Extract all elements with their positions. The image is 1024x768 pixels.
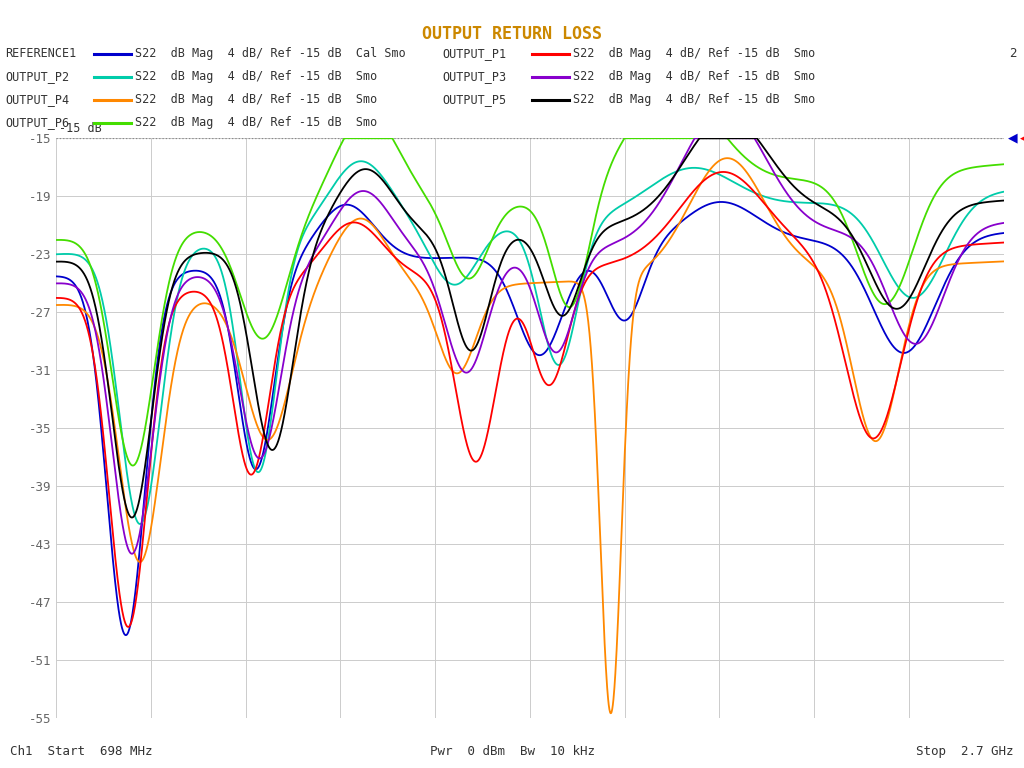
Text: Stop  2.7 GHz: Stop 2.7 GHz [916, 745, 1014, 757]
Text: OUTPUT_P5: OUTPUT_P5 [442, 94, 507, 106]
Text: Pwr  0 dBm  Bw  10 kHz: Pwr 0 dBm Bw 10 kHz [429, 745, 595, 757]
Text: OUTPUT RETURN LOSS: OUTPUT RETURN LOSS [422, 25, 602, 43]
Text: S22  dB Mag  4 dB/ Ref -15 dB  Cal Smo: S22 dB Mag 4 dB/ Ref -15 dB Cal Smo [135, 48, 406, 60]
Text: ◀: ◀ [1008, 132, 1017, 144]
Text: ◀: ◀ [1020, 132, 1024, 144]
Text: OUTPUT_P3: OUTPUT_P3 [442, 71, 507, 83]
Text: S22  dB Mag  4 dB/ Ref -15 dB  Smo: S22 dB Mag 4 dB/ Ref -15 dB Smo [135, 117, 378, 129]
Text: OUTPUT_P4: OUTPUT_P4 [5, 94, 70, 106]
Text: S22  dB Mag  4 dB/ Ref -15 dB  Smo: S22 dB Mag 4 dB/ Ref -15 dB Smo [135, 94, 378, 106]
Text: OUTPUT_P2: OUTPUT_P2 [5, 71, 70, 83]
Text: S22  dB Mag  4 dB/ Ref -15 dB  Smo: S22 dB Mag 4 dB/ Ref -15 dB Smo [573, 48, 816, 60]
Text: S22  dB Mag  4 dB/ Ref -15 dB  Smo: S22 dB Mag 4 dB/ Ref -15 dB Smo [135, 71, 378, 83]
Text: 2: 2 [1010, 48, 1017, 60]
Text: OUTPUT_P1: OUTPUT_P1 [442, 48, 507, 60]
Text: -15 dB: -15 dB [58, 122, 101, 135]
Text: S22  dB Mag  4 dB/ Ref -15 dB  Smo: S22 dB Mag 4 dB/ Ref -15 dB Smo [573, 71, 816, 83]
Text: S22  dB Mag  4 dB/ Ref -15 dB  Smo: S22 dB Mag 4 dB/ Ref -15 dB Smo [573, 94, 816, 106]
Text: OUTPUT_P6: OUTPUT_P6 [5, 117, 70, 129]
Text: Ch1  Start  698 MHz: Ch1 Start 698 MHz [10, 745, 153, 757]
Text: REFERENCE1: REFERENCE1 [5, 48, 77, 60]
